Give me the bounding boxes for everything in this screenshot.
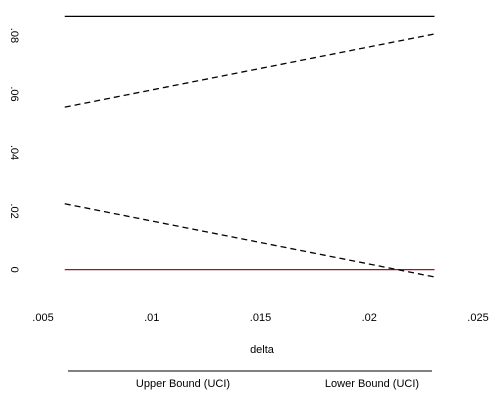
y-tick-label: .04 — [8, 145, 20, 160]
x-tick-label: .015 — [250, 312, 271, 324]
legend-label-upper: Upper Bound (UCI) — [136, 378, 230, 390]
x-tick-label: .005 — [32, 312, 53, 324]
series-line-upper-bound — [64, 33, 435, 108]
y-tick-label: .06 — [8, 86, 20, 101]
y-tick-label: .02 — [8, 203, 20, 218]
legend-label-lower: Lower Bound (UCI) — [325, 378, 419, 390]
plot-area — [64, 15, 435, 278]
x-tick-label: .025 — [467, 312, 488, 324]
series-line-lower-bound — [64, 203, 435, 278]
y-tick-label: 0 — [8, 267, 20, 273]
x-axis-title: delta — [250, 344, 275, 356]
legend: Upper Bound (UCI) Lower Bound (UCI) — [68, 370, 432, 390]
axes: .005 .01 .015 .02 .025 0 .02 .04 .06 .08 — [8, 28, 489, 324]
y-tick-label: .08 — [8, 28, 20, 43]
x-tick-label: .01 — [144, 312, 159, 324]
x-tick-label: .02 — [362, 312, 377, 324]
